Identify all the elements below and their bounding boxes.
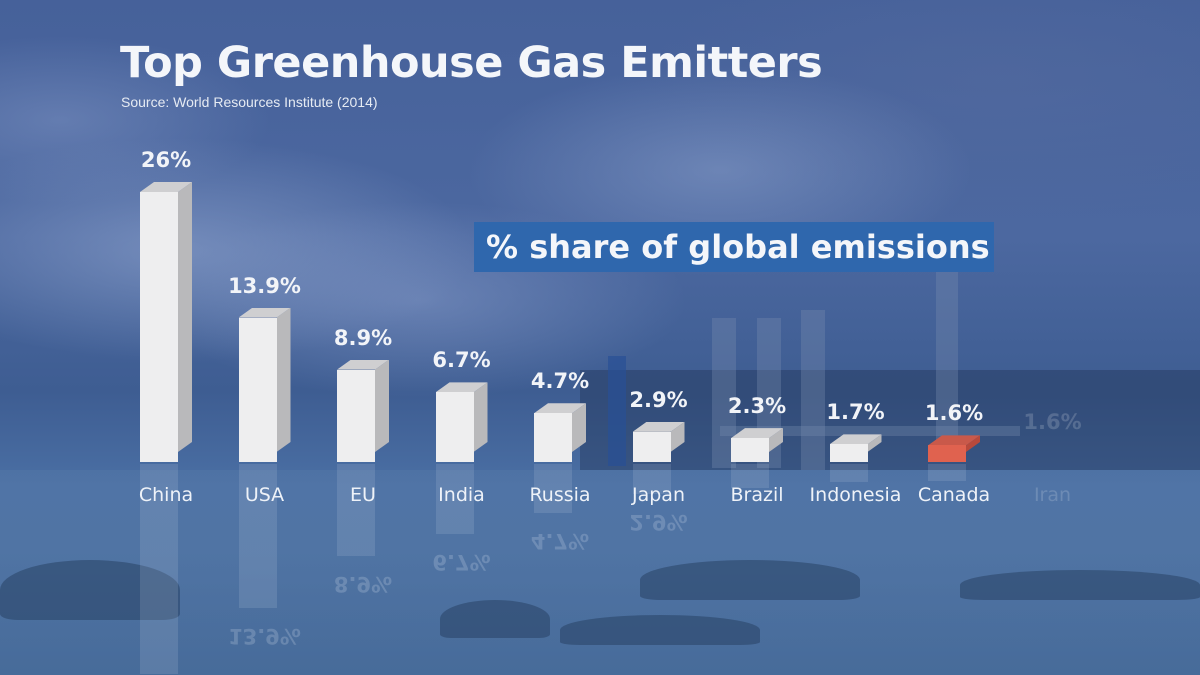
- value-label: 8.9%: [333, 325, 393, 350]
- bar-reflection: [928, 464, 966, 481]
- rock-island: [440, 600, 550, 638]
- value-label: 1.7%: [826, 400, 885, 425]
- bar-reflection: [435, 464, 474, 534]
- category-label: USA: [244, 484, 285, 506]
- bar-reflection: [829, 464, 868, 482]
- bar-side-face: [671, 422, 685, 452]
- bar-reflection: [140, 464, 178, 674]
- bar-front-face: [140, 192, 178, 462]
- bar-top-face: [829, 434, 882, 445]
- category-label: Russia: [529, 484, 591, 506]
- rock-island: [0, 560, 180, 620]
- bar-front-face: [731, 438, 769, 462]
- value-label: 13.9%: [228, 273, 301, 298]
- rock-island: [960, 570, 1200, 600]
- bar-top-face: [435, 382, 488, 393]
- bar-reflection: [731, 464, 769, 488]
- subtitle-text: % share of global emissions: [486, 228, 990, 266]
- bar-top-face: [632, 421, 685, 432]
- category-label: Canada: [917, 484, 991, 506]
- value-label: 1.6%: [924, 401, 984, 426]
- bar-front-face: [337, 369, 375, 462]
- value-label: 2.9%: [629, 387, 688, 412]
- bar-front-face: [829, 444, 868, 462]
- bar-top-face: [140, 182, 192, 192]
- bar-reflection: [534, 464, 572, 513]
- bar-top-face: [238, 307, 291, 318]
- bar-top-face: [337, 359, 389, 370]
- category-label: EU: [350, 484, 376, 506]
- bar-top-face: [928, 435, 980, 446]
- bar-side-face: [474, 382, 488, 452]
- chart-title: Top Greenhouse Gas Emitters: [120, 38, 823, 88]
- bar-side-face: [277, 308, 291, 452]
- value-label-reflection: 6.7%: [432, 549, 491, 574]
- subtitle-banner: % share of global emissions: [474, 222, 994, 272]
- source-caption: Source: World Resources Institute (2014): [121, 94, 378, 110]
- value-label: 2.3%: [727, 394, 787, 419]
- category-label: Japan: [632, 484, 685, 506]
- bar-side-face: [178, 182, 192, 452]
- bar-front-face: [238, 317, 277, 462]
- smokestack: [801, 310, 825, 470]
- bar-front-face: [928, 445, 966, 462]
- bar-reflection: [238, 464, 277, 609]
- chimney: [936, 272, 958, 462]
- category-label: Indonesia: [809, 484, 902, 506]
- bar-front-face: [435, 392, 474, 462]
- bar-side-face: [572, 403, 586, 452]
- value-label: 26%: [140, 148, 192, 172]
- category-label: China: [138, 484, 194, 506]
- bar-front-face: [632, 431, 671, 462]
- category-label: Brazil: [730, 484, 784, 506]
- rock-island: [560, 615, 760, 645]
- bar-top-face: [731, 428, 783, 439]
- value-label-reflection: 13.9%: [228, 624, 301, 649]
- value-label: 1.6%: [1023, 410, 1082, 434]
- pipeline: [720, 426, 1020, 436]
- bar-reflection: [632, 464, 671, 495]
- value-label-reflection: 8.9%: [333, 572, 393, 597]
- value-label-reflection: 2.9%: [629, 510, 688, 535]
- rock-island: [640, 560, 860, 600]
- category-label: India: [438, 484, 485, 506]
- factory-silhouette: [580, 370, 1200, 470]
- category-label: Iran: [1033, 484, 1072, 506]
- bar-top-face: [534, 403, 586, 414]
- value-label-reflection: 4.7%: [530, 528, 590, 553]
- bar-reflection: [337, 464, 375, 557]
- bar-side-face: [375, 360, 389, 452]
- value-label: 6.7%: [432, 348, 491, 373]
- value-label: 4.7%: [530, 369, 590, 394]
- pipe: [608, 356, 626, 466]
- bar-front-face: [534, 413, 572, 462]
